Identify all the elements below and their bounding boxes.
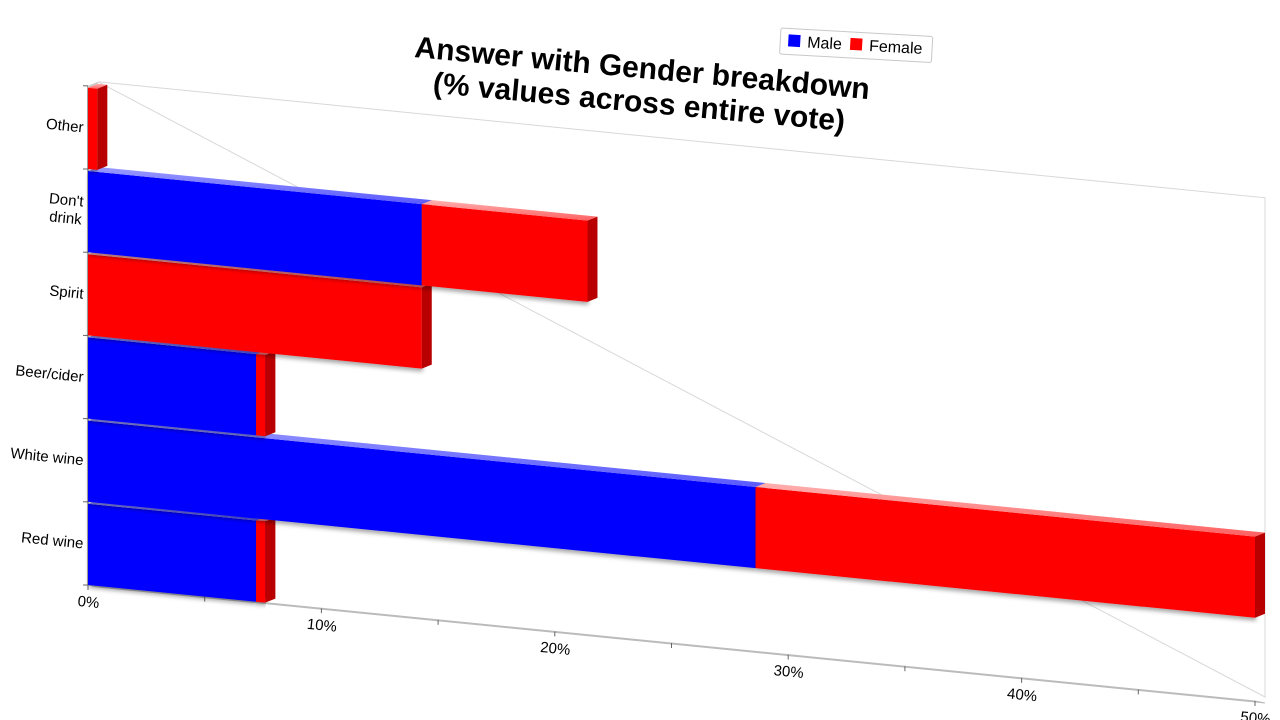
legend-swatch-male	[787, 34, 801, 48]
plot-floor	[87, 584, 1266, 704]
bar-top	[88, 83, 108, 89]
bar-face	[256, 354, 266, 437]
bar-side	[1255, 532, 1265, 618]
bar-face	[88, 254, 422, 369]
legend-swatch-female	[849, 37, 863, 51]
bar-side	[587, 216, 598, 302]
bar-female-other	[88, 83, 108, 170]
bar-top	[755, 482, 1265, 537]
x-axis-ticks	[87, 585, 1256, 706]
bar-face	[88, 87, 98, 170]
legend-label-female: Female	[869, 38, 923, 58]
y-axis-ticks	[83, 85, 88, 586]
bar-face	[256, 520, 266, 603]
category-label: Other	[45, 116, 84, 137]
bar-side	[265, 517, 276, 603]
bar-side	[97, 84, 108, 170]
bar-top	[88, 167, 432, 205]
x-tick-label: 50%	[1240, 709, 1272, 720]
x-tick-label: 0%	[77, 593, 100, 612]
x-tick-label: 30%	[773, 662, 805, 682]
bars	[88, 83, 1265, 618]
x-tick-label: 40%	[1006, 685, 1038, 705]
bar-face	[88, 171, 422, 286]
bar-female-beer-cider	[256, 350, 276, 437]
bar-top	[421, 200, 598, 221]
category-label: Spirit	[49, 282, 86, 302]
bar-face	[88, 420, 756, 569]
legend[interactable]: Male Female	[779, 27, 934, 63]
legend-label-male: Male	[807, 34, 843, 53]
category-label: Don'tdrink	[46, 190, 85, 228]
x-tick-label: 10%	[306, 616, 338, 636]
bar-side	[265, 351, 276, 437]
bar-side	[421, 283, 432, 369]
x-tick-label: 20%	[539, 639, 571, 659]
category-label: Red wine	[20, 529, 84, 552]
plot-back-wall	[97, 81, 1266, 698]
bar-female-white-wine	[755, 482, 1265, 618]
bar-face	[755, 486, 1255, 618]
y-axis: Red wine White wine Beer/cider Spirit Don'td…	[10, 116, 86, 553]
bar-face	[88, 503, 257, 602]
bar-face	[88, 337, 257, 436]
bar-female-don-t-drink	[421, 200, 598, 302]
category-label: White wine	[10, 445, 85, 469]
x-axis: 0% 10% 20% 30% 40% 50%	[77, 593, 1271, 720]
bar-female-red-wine	[256, 516, 276, 603]
category-label: Beer/cider	[15, 362, 85, 386]
bar-face	[421, 204, 588, 302]
